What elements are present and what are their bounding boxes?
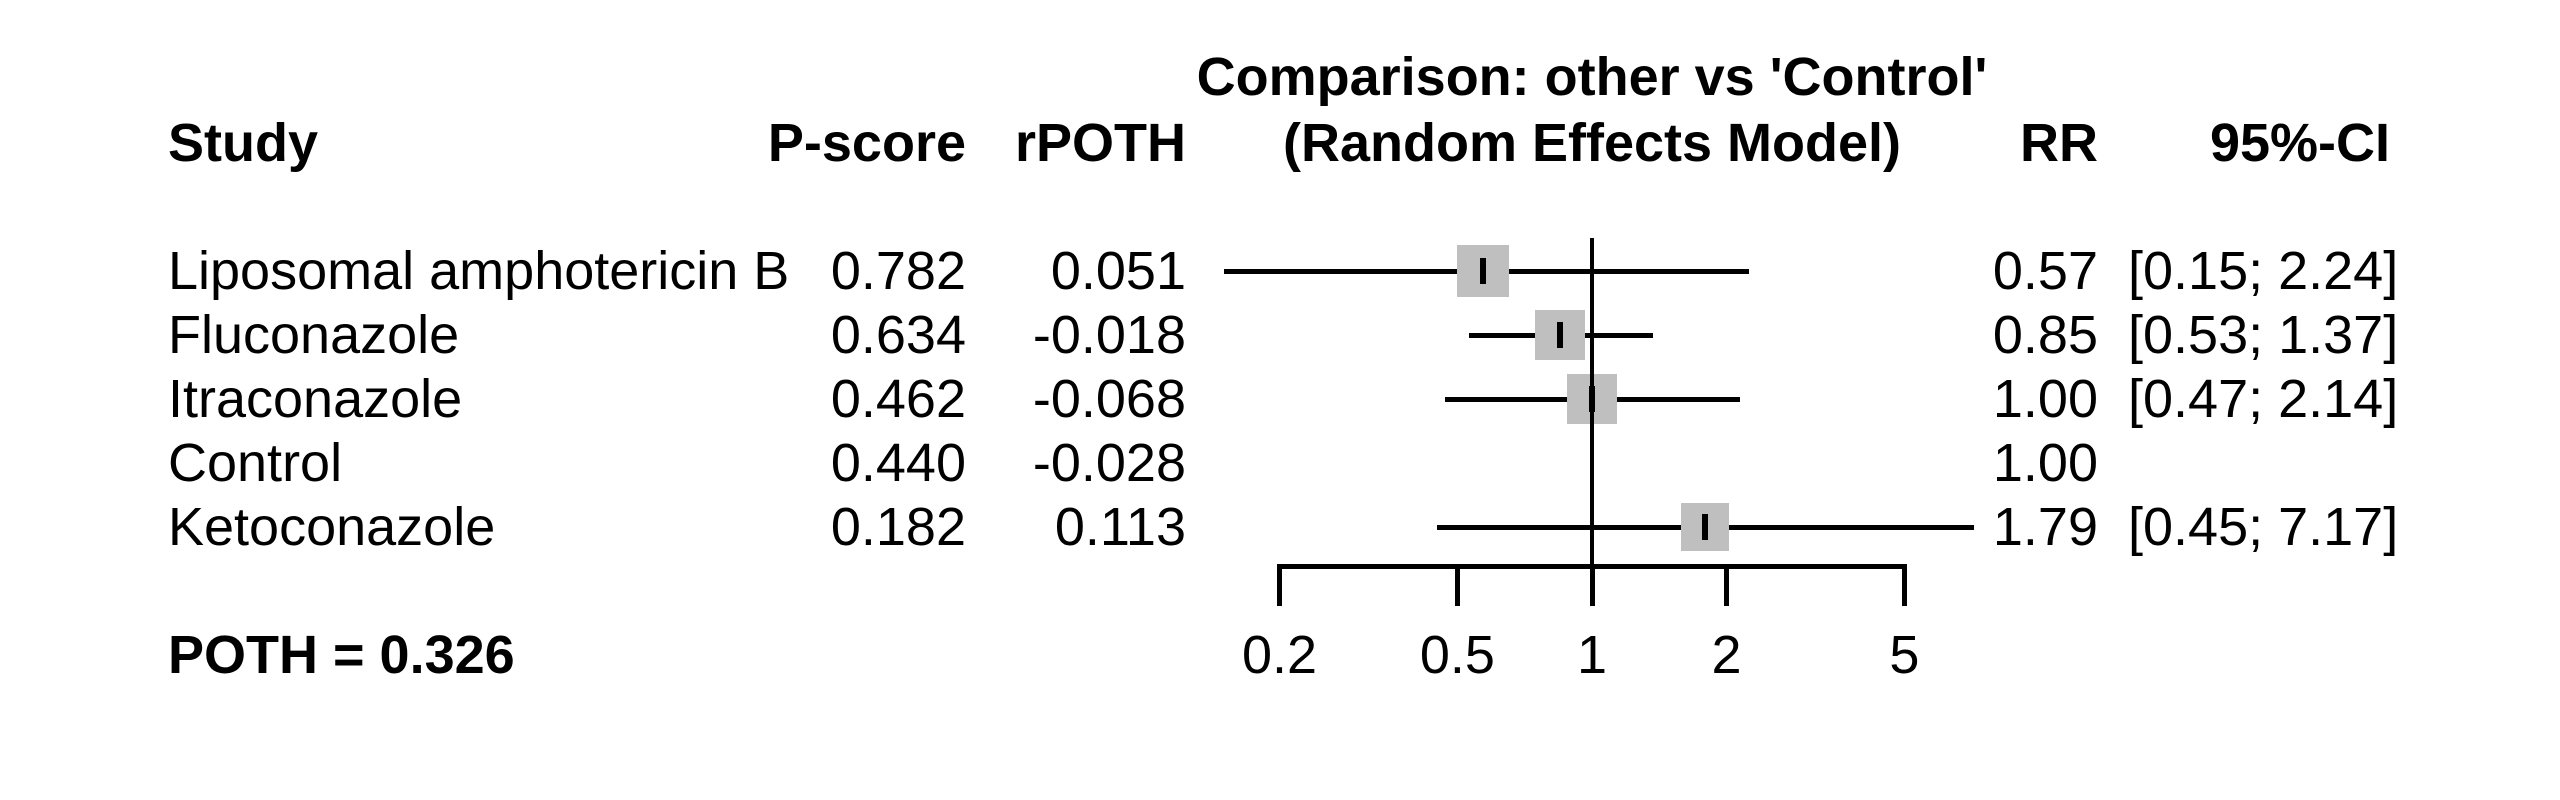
p-score-value: 0.462 — [830, 369, 966, 429]
column-header-rpoth: rPOTH — [1014, 113, 1186, 173]
rr-value: 1.00 — [1992, 433, 2098, 493]
x-axis-tick — [1454, 566, 1460, 606]
point-estimate-tick — [1702, 514, 1709, 540]
x-axis-tick-label: 0.5 — [1419, 625, 1495, 685]
rpoth-value: 0.113 — [1054, 497, 1186, 557]
plot-subtitle: (Random Effects Model) — [1282, 113, 1902, 173]
point-estimate-tick — [1557, 322, 1564, 348]
study-label: Liposomal amphotericin B — [168, 241, 790, 301]
column-header-rr: RR — [2020, 113, 2098, 173]
study-label: Itraconazole — [168, 369, 463, 429]
p-score-value: 0.634 — [830, 305, 966, 365]
p-score-value: 0.440 — [830, 433, 966, 493]
ci-value: [0.53; 1.37] — [2128, 305, 2399, 365]
plot-title: Comparison: other vs 'Control' — [1196, 47, 1988, 107]
column-header-study: Study — [168, 113, 319, 173]
poth-value: POTH = 0.326 — [168, 625, 515, 685]
study-label: Fluconazole — [168, 305, 460, 365]
x-axis-tick-label: 1 — [1576, 625, 1608, 685]
ci-value: [0.45; 7.17] — [2128, 497, 2399, 557]
x-axis-tick — [1277, 566, 1283, 606]
p-score-value: 0.182 — [830, 497, 966, 557]
point-estimate-tick — [1479, 258, 1486, 284]
column-header-p-score: P-score — [767, 113, 966, 173]
study-label: Ketoconazole — [168, 497, 496, 557]
ci-value: [0.47; 2.14] — [2128, 369, 2399, 429]
rpoth-value: -0.068 — [1032, 369, 1186, 429]
rr-value: 1.00 — [1992, 369, 2098, 429]
x-axis-tick-label: 0.2 — [1242, 625, 1318, 685]
column-header-ci: 95%-CI — [2209, 113, 2390, 173]
x-axis-tick-label: 5 — [1889, 625, 1920, 685]
x-axis-tick — [1589, 566, 1595, 606]
x-axis-tick-label: 2 — [1711, 625, 1742, 685]
reference-line — [1590, 238, 1594, 566]
rpoth-value: -0.028 — [1032, 433, 1186, 493]
rr-value: 0.85 — [1992, 305, 2098, 365]
study-label: Control — [168, 433, 343, 493]
x-axis-tick — [1724, 566, 1730, 606]
rr-value: 1.79 — [1992, 497, 2098, 557]
rpoth-value: -0.018 — [1032, 305, 1186, 365]
rpoth-value: 0.051 — [1050, 241, 1186, 301]
rr-value: 0.57 — [1992, 241, 2098, 301]
ci-value: [0.15; 2.24] — [2128, 241, 2399, 301]
p-score-value: 0.782 — [830, 241, 966, 301]
x-axis-tick — [1901, 566, 1907, 606]
